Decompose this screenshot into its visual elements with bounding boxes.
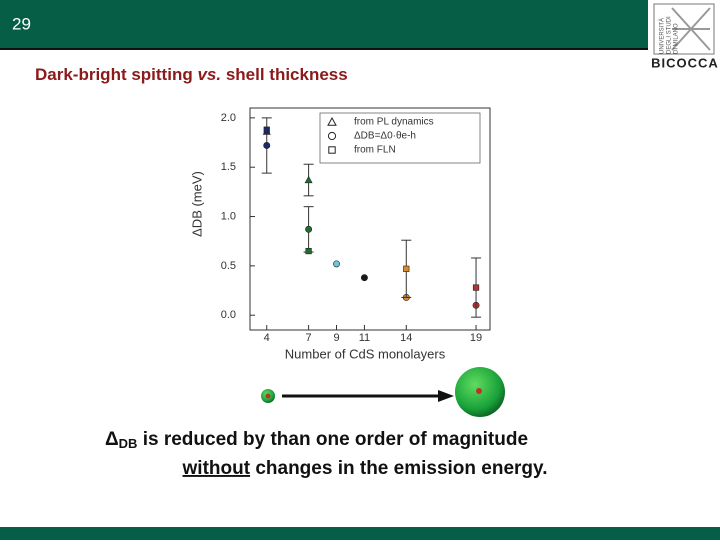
caption-part: changes in the emission energy. <box>250 458 547 479</box>
caption-part: Δ <box>105 429 119 450</box>
logo-name: BICOCCA <box>651 55 719 70</box>
slide-title: Dark-bright spitting vs. shell thickness <box>35 65 348 84</box>
logo-mark <box>671 7 711 51</box>
marker-square <box>263 126 270 133</box>
header-bar <box>0 0 648 48</box>
y-tick-label: 2.0 <box>221 112 236 124</box>
marker-circle <box>333 260 340 268</box>
marker-circle <box>305 225 313 233</box>
legend-box <box>319 112 481 164</box>
caption-line: ΔDB is reduced by than one order of magn… <box>105 429 528 451</box>
logo-text: UNIVERSITÀ <box>659 18 666 54</box>
x-tick-label: 11 <box>359 332 370 344</box>
caption-part: without <box>182 458 251 479</box>
header-rule <box>0 48 648 50</box>
logo-text: DEGLI STUDI <box>667 16 673 54</box>
title-part: vs. <box>197 65 221 84</box>
y-axis-label: ΔDB (meV) <box>189 171 204 237</box>
title-part: Dark-bright spitting <box>35 65 197 84</box>
marker-square <box>472 284 480 291</box>
x-tick-label: 4 <box>264 332 270 344</box>
title-part: shell thickness <box>221 65 348 84</box>
core <box>265 393 271 399</box>
arrow-head <box>438 390 454 402</box>
marker-triangle <box>327 116 337 126</box>
caption-part: is reduced by than one order of magnitud… <box>137 429 528 450</box>
legend-label: from FLN <box>354 145 396 156</box>
marker-circle <box>263 142 271 149</box>
y-tick-label: 1.0 <box>221 210 236 222</box>
legend-label: from PL dynamics <box>354 117 434 128</box>
marker-square <box>328 146 336 154</box>
logo-text: DI MILANO <box>674 23 680 54</box>
marker-circle <box>360 274 368 282</box>
logo-box <box>653 3 715 55</box>
x-tick-label: 14 <box>400 332 412 344</box>
y-tick-label: 0.0 <box>221 309 236 321</box>
core <box>476 388 482 394</box>
x-tick-label: 9 <box>333 332 339 344</box>
marker-square <box>403 265 410 272</box>
plot-frame <box>249 107 491 331</box>
slide-number: 29 <box>12 14 31 33</box>
x-tick-label: 7 <box>306 332 312 344</box>
caption-part: DB <box>119 436 138 451</box>
marker-triangle <box>304 175 313 184</box>
marker-square <box>305 247 312 255</box>
y-tick-label: 0.5 <box>221 260 236 272</box>
chart: 0.0 0.5 1.0 1.5 2.0 4 7 9 11 14 19 Number of CdS mo… <box>189 107 491 361</box>
marker-circle <box>327 131 337 141</box>
legend-label: ΔDB=Δ0·θe-h <box>354 131 416 142</box>
caption-line: without changes in the emission energy. <box>182 458 548 479</box>
footer-bar <box>0 527 720 540</box>
y-tick-label: 1.5 <box>221 161 236 173</box>
x-axis-label: Number of CdS monolayers <box>285 346 446 361</box>
x-tick-label: 19 <box>470 332 482 344</box>
